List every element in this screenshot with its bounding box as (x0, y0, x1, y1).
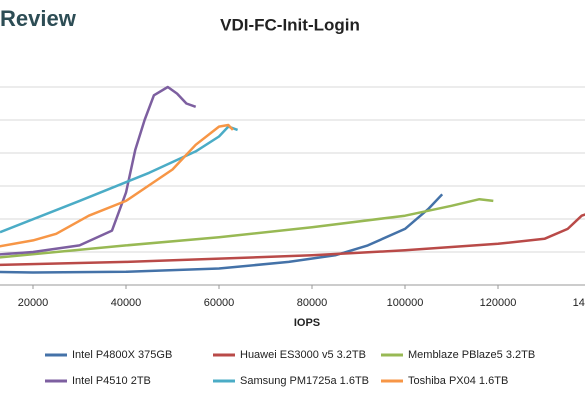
series-line (0, 123, 234, 248)
series-line (0, 197, 494, 259)
series-line (0, 85, 197, 256)
x-tick-label: 140000 (573, 297, 585, 309)
legend-label: Toshiba PX04 1.6TB (408, 375, 508, 387)
x-tick-label: 100000 (387, 297, 424, 309)
legend-label: Memblaze PBlaze5 3.2TB (408, 349, 535, 361)
logo: Review (0, 6, 77, 31)
x-tick-label: 40000 (111, 297, 142, 309)
legend-label: Samsung PM1725a 1.6TB (240, 375, 369, 387)
x-tick-label: 80000 (297, 297, 328, 309)
x-tick-label: 60000 (204, 297, 235, 309)
legend-label: Intel P4510 2TB (72, 375, 151, 387)
chart-title: VDI-FC-Init-Login (220, 15, 360, 34)
legend-label: Intel P4800X 375GB (72, 349, 172, 361)
series-line (0, 125, 239, 234)
series-line (0, 213, 585, 267)
x-axis-title: IOPS (294, 317, 320, 329)
legend-label: Huawei ES3000 v5 3.2TB (240, 349, 366, 361)
x-tick-label: 120000 (480, 297, 517, 309)
series-line (0, 193, 444, 274)
x-tick-label: 20000 (18, 297, 49, 309)
